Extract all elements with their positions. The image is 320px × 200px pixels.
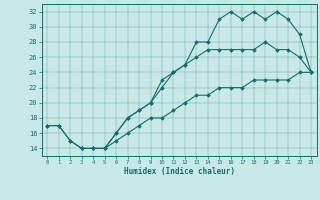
X-axis label: Humidex (Indice chaleur): Humidex (Indice chaleur) xyxy=(124,167,235,176)
